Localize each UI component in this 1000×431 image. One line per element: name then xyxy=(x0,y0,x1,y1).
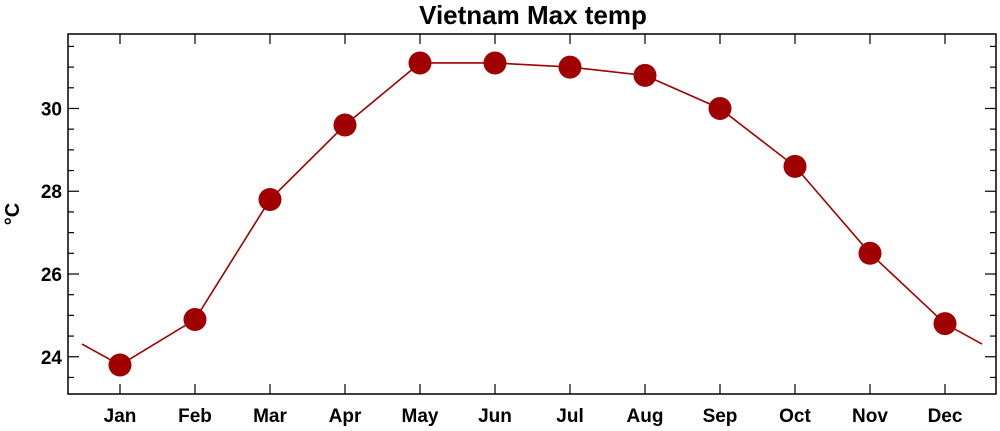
x-tick-label: Mar xyxy=(253,406,287,427)
data-point xyxy=(183,308,207,332)
x-tick-label: Jan xyxy=(104,406,137,427)
y-tick-label: 30 xyxy=(41,99,62,120)
y-tick-label: 28 xyxy=(41,182,62,203)
data-point xyxy=(633,63,657,87)
x-tick-label: Feb xyxy=(178,406,212,427)
data-point xyxy=(858,241,882,265)
y-axis-label: °C xyxy=(2,203,24,225)
x-tick-label: Dec xyxy=(928,406,963,427)
data-point xyxy=(783,154,807,178)
chart-title: Vietnam Max temp xyxy=(419,0,647,30)
data-point xyxy=(333,113,357,137)
x-tick-label: Oct xyxy=(779,406,811,427)
y-tick-label: 26 xyxy=(41,265,62,286)
data-point xyxy=(558,55,582,79)
x-tick-label: Jun xyxy=(478,406,512,427)
y-tick-label: 24 xyxy=(41,348,63,369)
data-point xyxy=(933,312,957,336)
x-tick-label: Nov xyxy=(852,406,888,427)
x-tick-label: Sep xyxy=(703,406,738,427)
data-point xyxy=(108,353,132,377)
x-tick-label: Apr xyxy=(329,406,362,427)
x-tick-label: Aug xyxy=(627,406,664,427)
series-line xyxy=(81,62,983,366)
plot-frame xyxy=(67,33,997,395)
plot-area: 24 26 28 30 Jan Feb Mar Apr May Jun Jul Aug Sep Oct No… xyxy=(41,33,997,427)
data-point xyxy=(258,188,282,212)
x-tick-label: May xyxy=(402,406,439,427)
data-point xyxy=(408,51,432,75)
data-point xyxy=(708,96,732,120)
data-point xyxy=(483,51,507,75)
x-tick-label: Jul xyxy=(556,406,583,427)
